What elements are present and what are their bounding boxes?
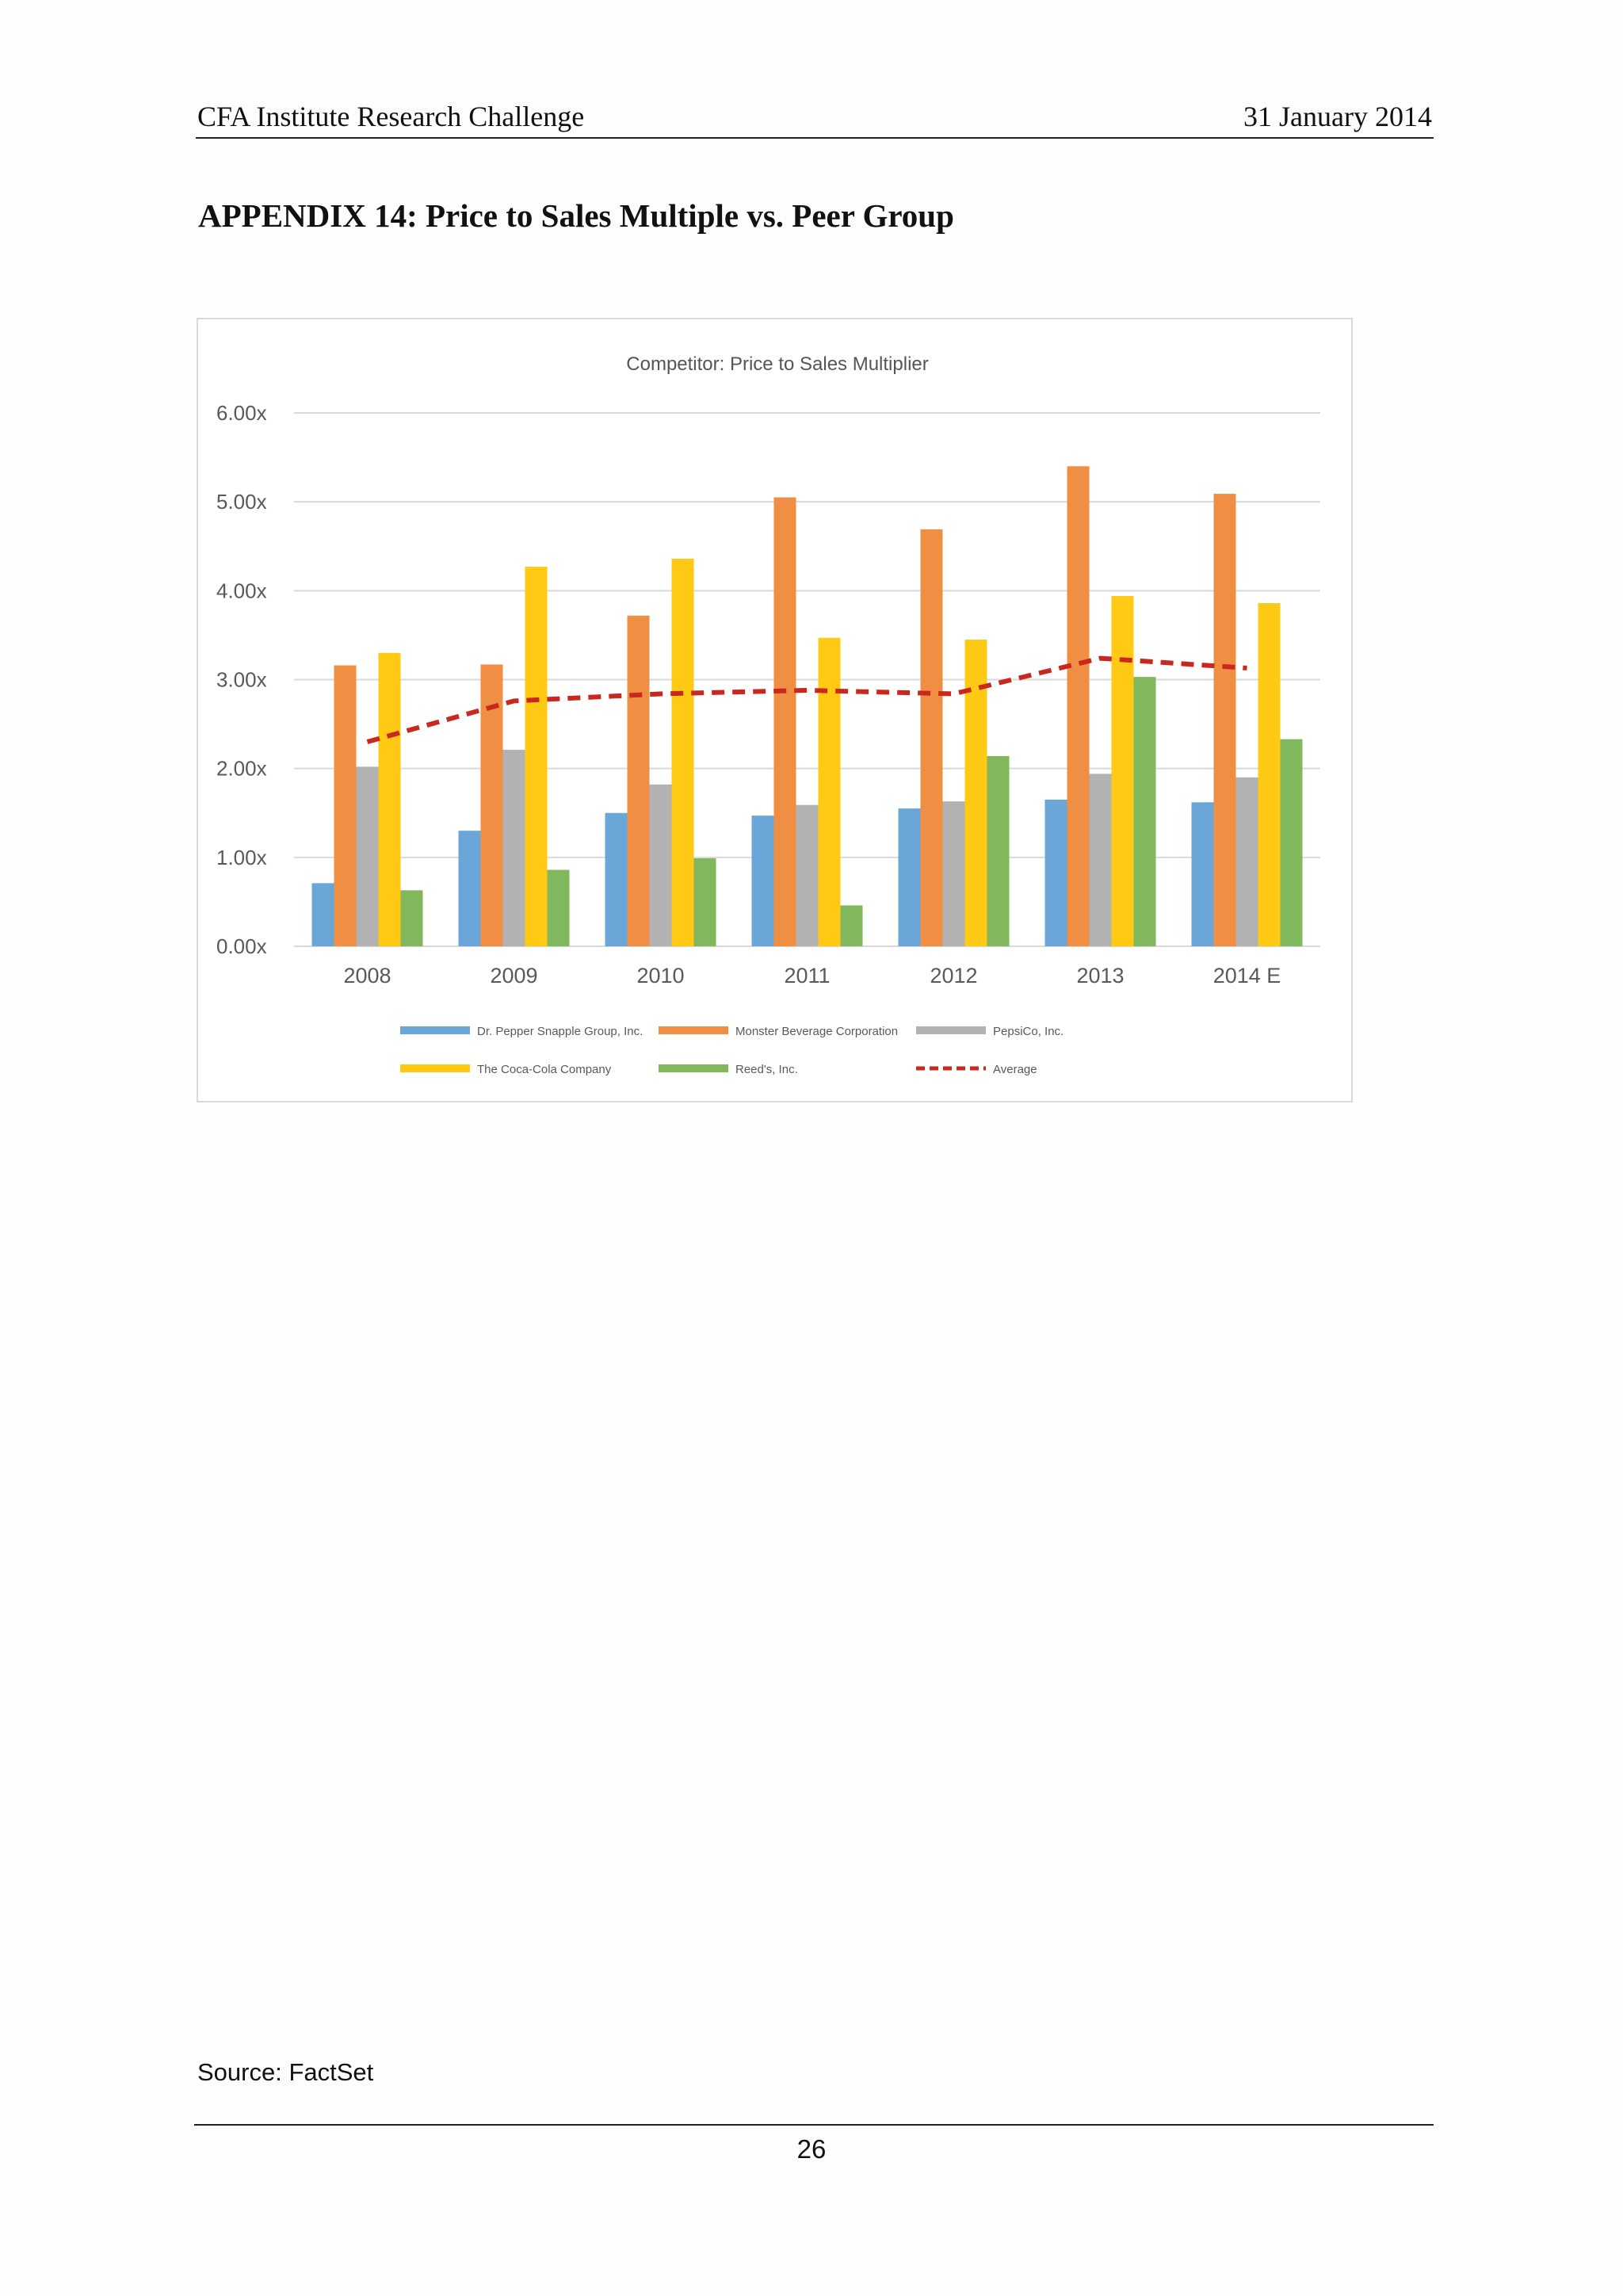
y-tick-label: 1.00x — [216, 846, 267, 869]
legend-label: Dr. Pepper Snapple Group, Inc. — [477, 1025, 643, 1038]
legend-swatch — [400, 1026, 470, 1034]
bar — [1089, 774, 1112, 946]
y-tick-label: 2.00x — [216, 757, 267, 781]
x-tick-label: 2014 E — [1213, 964, 1281, 988]
bar — [693, 858, 716, 946]
bar — [773, 497, 796, 946]
bar — [1067, 466, 1090, 946]
y-tick-label: 3.00x — [216, 668, 267, 692]
bar — [671, 558, 694, 946]
bar — [920, 529, 943, 946]
price-to-sales-chart: Competitor: Price to Sales Multiplier 0.… — [216, 353, 1320, 1076]
bar — [649, 784, 672, 946]
bar — [356, 766, 379, 946]
axis-labels: 0.00x 1.00x 2.00x 3.00x 4.00x 5.00x 6.00x 2008 2… — [216, 401, 1281, 988]
footer-divider — [194, 2124, 1434, 2126]
y-tick-label: 5.00x — [216, 490, 267, 514]
x-tick-label: 2013 — [1076, 964, 1124, 988]
bar — [942, 801, 965, 946]
y-tick-label: 0.00x — [216, 934, 267, 958]
bar — [1235, 777, 1258, 946]
x-tick-label: 2010 — [636, 964, 684, 988]
y-tick-label: 6.00x — [216, 401, 267, 425]
x-tick-label: 2011 — [784, 964, 830, 988]
page-title: APPENDIX 14: Price to Sales Multiple vs.… — [198, 197, 954, 234]
legend-label: PepsiCo, Inc. — [993, 1025, 1064, 1038]
source-note: Source: FactSet — [197, 2058, 374, 2086]
legend-label: Reed's, Inc. — [735, 1063, 798, 1076]
bar-series — [311, 466, 1303, 946]
bar — [818, 637, 841, 946]
x-tick-label: 2009 — [490, 964, 537, 988]
bar — [796, 804, 819, 946]
bar — [1191, 802, 1214, 946]
y-tick-label: 4.00x — [216, 579, 267, 602]
legend-swatch — [659, 1064, 728, 1072]
chart-title: Competitor: Price to Sales Multiplier — [626, 353, 928, 375]
bar — [1213, 494, 1236, 946]
bar — [605, 812, 628, 946]
bar — [378, 652, 401, 946]
bar — [840, 905, 863, 946]
legend-label: Monster Beverage Corporation — [735, 1025, 898, 1038]
bar — [400, 890, 423, 946]
bar — [1258, 603, 1281, 946]
bar — [627, 615, 650, 946]
average-line — [366, 655, 1247, 744]
bar — [898, 808, 921, 946]
bar — [1280, 739, 1303, 946]
page-number: 26 — [796, 2134, 827, 2164]
bar — [480, 664, 503, 946]
bar — [525, 567, 548, 946]
bar — [547, 869, 570, 946]
bar — [458, 831, 481, 946]
header-date: 31 January 2014 — [1243, 101, 1432, 132]
legend-swatch — [659, 1026, 728, 1034]
header-divider — [196, 137, 1434, 139]
bar — [1044, 799, 1067, 946]
x-tick-label: 2012 — [930, 964, 977, 988]
legend-swatch — [916, 1026, 986, 1034]
legend-swatch — [400, 1064, 470, 1072]
header-title: CFA Institute Research Challenge — [197, 101, 585, 132]
average-line-series — [366, 655, 1247, 744]
x-tick-label: 2008 — [343, 964, 391, 988]
bar — [311, 883, 334, 946]
bar — [1133, 677, 1156, 946]
bar — [502, 750, 525, 946]
bar — [987, 755, 1010, 946]
bar — [751, 816, 774, 946]
chart-container: Competitor: Price to Sales Multiplier 0.… — [197, 318, 1353, 1102]
legend-label: Average — [993, 1063, 1037, 1076]
bar — [334, 665, 357, 946]
bar — [1111, 596, 1134, 946]
chart-legend: Dr. Pepper Snapple Group, Inc. Monster Be… — [400, 1025, 1064, 1076]
legend-label: The Coca-Cola Company — [477, 1063, 612, 1076]
